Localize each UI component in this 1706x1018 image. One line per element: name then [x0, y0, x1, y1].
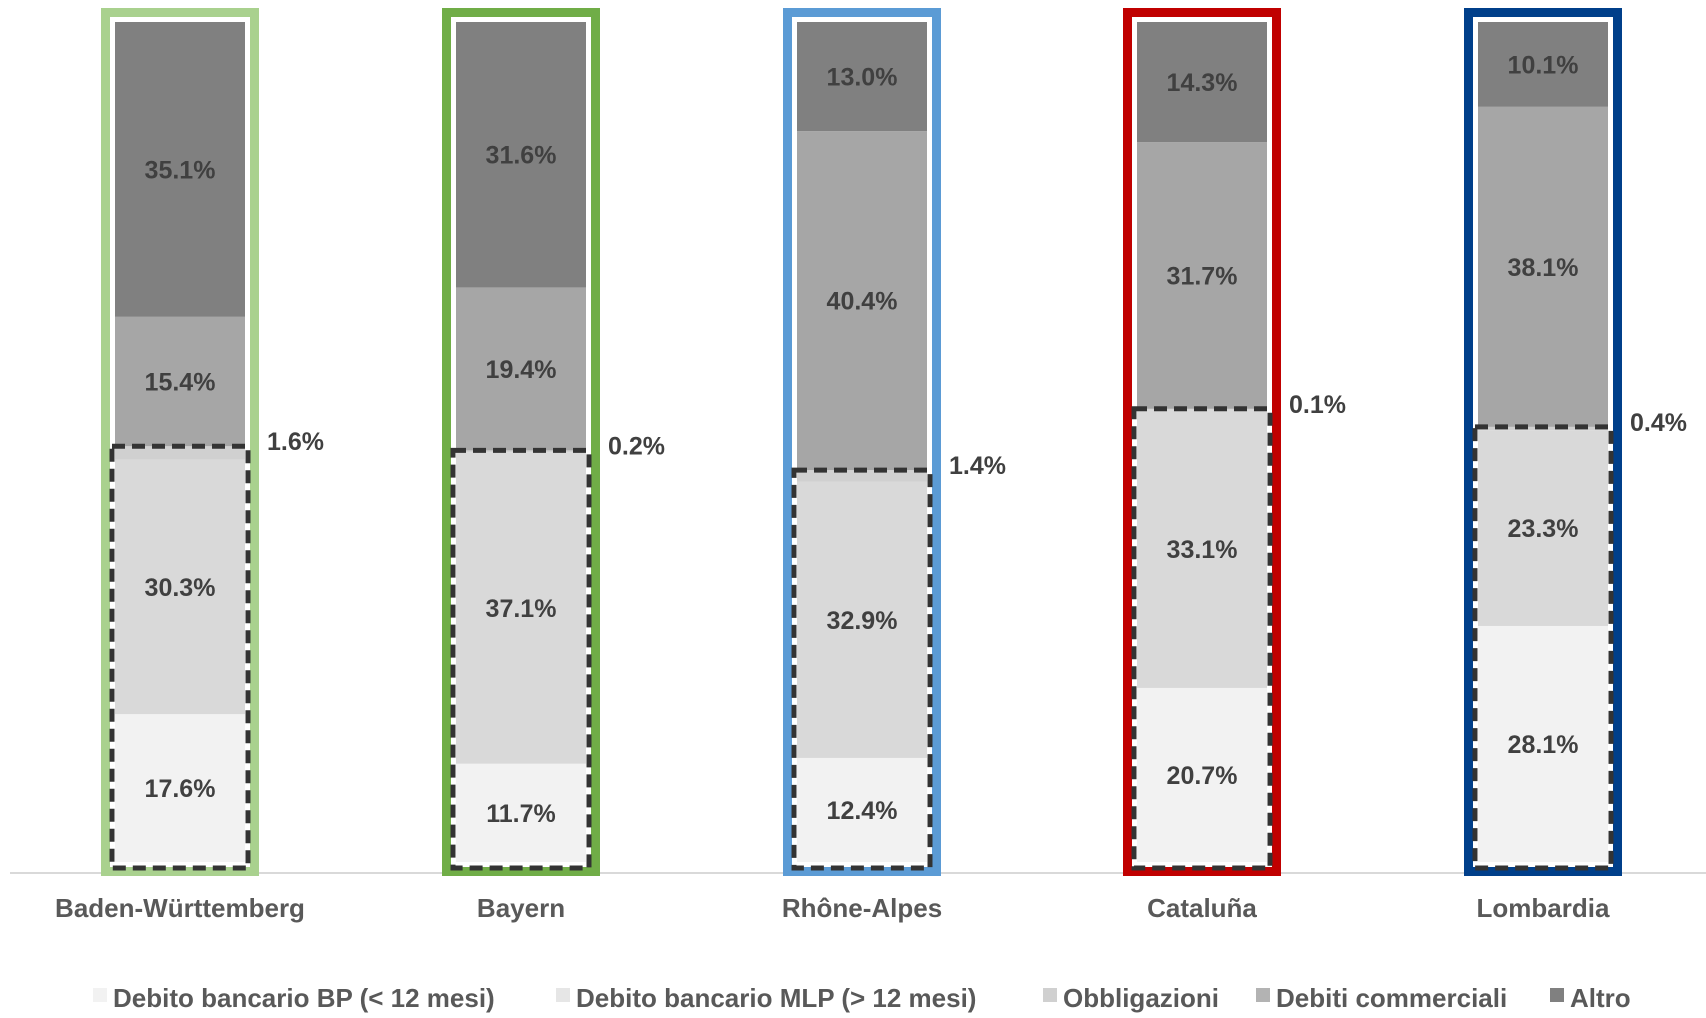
bar-segment-lombardia-debiti-commerciali [1478, 106, 1608, 427]
bar-segment-baden-wurttemberg-debito-bancario-bp-12-mesi [115, 714, 245, 862]
legend-swatch-debiti-commerciali [1256, 988, 1270, 1002]
data-label-cataluna-debiti-commerciali: 31.7% [1167, 263, 1238, 291]
legend-label-debiti-commerciali: Debiti commerciali [1276, 983, 1507, 1013]
category-label-lombardia: Lombardia [1477, 893, 1610, 923]
data-label-rhone-alpes-debito-bancario-mlp-12-mesi: 32.9% [827, 607, 898, 635]
legend: Debito bancario BP (< 12 mesi) Debito ban… [93, 983, 1631, 1013]
data-label-lombardia-obbligazioni: 0.4% [1630, 409, 1687, 437]
dashed-box-lombardia [1472, 424, 1614, 871]
bar-segment-bayern-debiti-commerciali [456, 287, 586, 451]
bar-segment-rhone-alpes-altro [797, 22, 927, 132]
bar-segment-bayern-altro [456, 22, 586, 288]
legend-swatch-altro [1550, 988, 1564, 1002]
data-label-cataluna-altro: 14.3% [1167, 69, 1238, 97]
category-label-baden-wurttemberg: Baden-Württemberg [55, 893, 305, 923]
data-label-baden-wurttemberg-debito-bancario-bp-12-mesi: 17.6% [145, 775, 216, 803]
bar-segment-baden-wurttemberg-debito-bancario-mlp-12-mesi [115, 459, 245, 715]
data-label-baden-wurttemberg-obbligazioni: 1.6% [267, 428, 324, 456]
legend-label-obbligazioni: Obbligazioni [1063, 983, 1219, 1013]
labels-layer: 17.6% 30.3% 1.6% 15.4% 35.1% Baden-Württember… [55, 51, 1687, 923]
bar-segment-rhone-alpes-debito-bancario-bp-12-mesi [797, 757, 927, 862]
data-label-lombardia-debito-bancario-bp-12-mesi: 28.1% [1508, 731, 1579, 759]
legend-swatch-obbligazioni [1043, 988, 1057, 1002]
bar-frame-bayern [442, 8, 600, 876]
legend-label-debito-bancario-mlp-12-mesi: Debito bancario MLP (> 12 mesi) [576, 983, 976, 1013]
data-label-bayern-altro: 31.6% [486, 142, 557, 170]
data-label-rhone-alpes-debiti-commerciali: 40.4% [827, 288, 898, 316]
legend-swatch-debito-bancario-mlp-12-mesi [556, 988, 570, 1002]
data-label-baden-wurttemberg-altro: 35.1% [145, 156, 216, 184]
data-label-baden-wurttemberg-debiti-commerciali: 15.4% [145, 369, 216, 397]
dashed-box-rhone-alpes [791, 467, 933, 871]
bar-segment-rhone-alpes-debito-bancario-mlp-12-mesi [797, 481, 927, 758]
data-label-lombardia-altro: 10.1% [1508, 51, 1579, 79]
data-label-cataluna-obbligazioni: 0.1% [1289, 391, 1346, 419]
legend-label-debito-bancario-bp-12-mesi: Debito bancario BP (< 12 mesi) [113, 983, 495, 1013]
bar-segment-bayern-debito-bancario-mlp-12-mesi [456, 452, 586, 764]
bar-segment-lombardia-debito-bancario-bp-12-mesi [1478, 625, 1608, 862]
data-label-bayern-debiti-commerciali: 19.4% [486, 356, 557, 384]
dashed-box-cataluna [1131, 406, 1273, 871]
bar-segment-bayern-debito-bancario-bp-12-mesi [456, 763, 586, 862]
data-label-cataluna-debito-bancario-mlp-12-mesi: 33.1% [1167, 536, 1238, 564]
data-label-lombardia-debiti-commerciali: 38.1% [1508, 254, 1579, 282]
dashed-box-baden-wurttemberg [109, 443, 251, 871]
bar-segment-rhone-alpes-debiti-commerciali [797, 131, 927, 471]
bar-frame-rhone-alpes [783, 8, 941, 876]
data-label-bayern-debito-bancario-bp-12-mesi: 11.7% [486, 800, 556, 828]
bar-segment-cataluna-debito-bancario-mlp-12-mesi [1137, 409, 1267, 688]
bars-layer [101, 8, 1622, 876]
data-label-bayern-debito-bancario-mlp-12-mesi: 37.1% [486, 595, 557, 623]
category-label-cataluna: Cataluña [1147, 893, 1257, 923]
data-label-cataluna-debito-bancario-bp-12-mesi: 20.7% [1167, 762, 1238, 790]
bar-segment-lombardia-altro [1478, 22, 1608, 107]
data-label-rhone-alpes-altro: 13.0% [827, 64, 898, 92]
bar-frame-lombardia [1464, 8, 1622, 876]
legend-label-altro: Altro [1570, 983, 1631, 1013]
data-label-bayern-obbligazioni: 0.2% [608, 432, 665, 460]
category-label-rhone-alpes: Rhône-Alpes [782, 893, 942, 923]
data-label-lombardia-debito-bancario-mlp-12-mesi: 23.3% [1508, 515, 1579, 543]
bar-frame-baden-wurttemberg [101, 8, 259, 876]
bar-frame-cataluna [1123, 8, 1281, 876]
data-label-rhone-alpes-debito-bancario-bp-12-mesi: 12.4% [827, 797, 898, 825]
data-label-rhone-alpes-obbligazioni: 1.4% [949, 452, 1006, 480]
bar-segment-cataluna-altro [1137, 22, 1267, 143]
bar-segment-baden-wurttemberg-altro [115, 22, 245, 317]
bar-segment-lombardia-debito-bancario-mlp-12-mesi [1478, 430, 1608, 626]
category-label-bayern: Bayern [477, 893, 565, 923]
data-label-baden-wurttemberg-debito-bancario-mlp-12-mesi: 30.3% [145, 574, 216, 602]
bar-segment-rhone-alpes-obbligazioni [797, 470, 927, 482]
bar-segment-baden-wurttemberg-debiti-commerciali [115, 316, 245, 447]
bar-segment-baden-wurttemberg-obbligazioni [115, 446, 245, 460]
bar-segment-cataluna-debiti-commerciali [1137, 142, 1267, 409]
bar-segment-cataluna-debito-bancario-bp-12-mesi [1137, 687, 1267, 862]
dashed-box-bayern [450, 447, 592, 871]
legend-swatch-debito-bancario-bp-12-mesi [93, 988, 107, 1002]
